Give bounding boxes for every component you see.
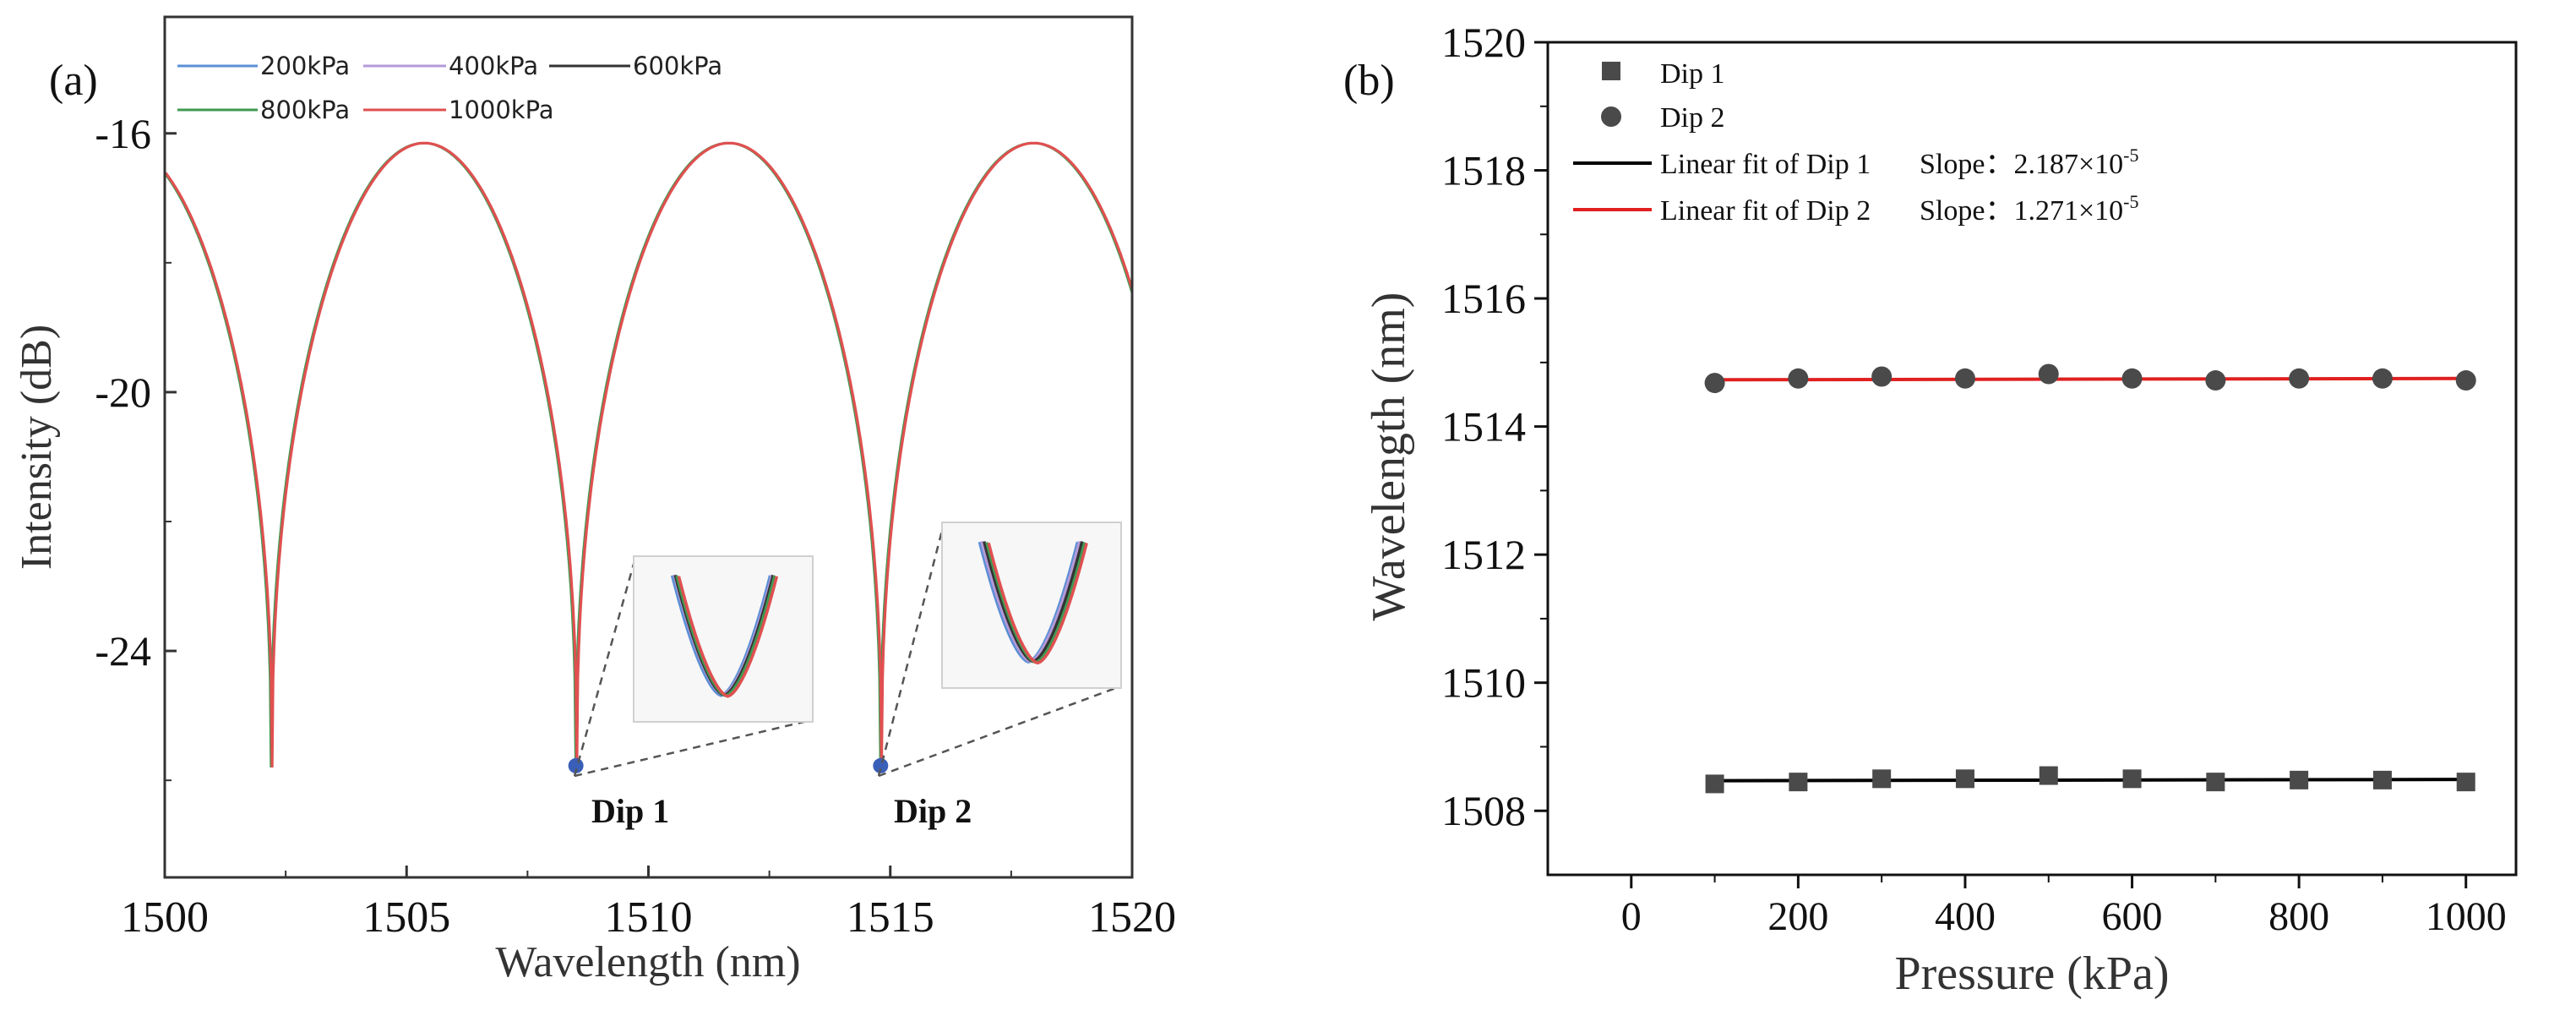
point-dip-2: [1871, 366, 1893, 387]
spectrum-lines: [165, 141, 1132, 767]
point-dip-1: [2122, 769, 2142, 789]
legend-a-label-800: 800kPa: [260, 96, 350, 124]
point-dip-1: [1872, 769, 1892, 789]
inset-dip-2: [877, 522, 1122, 778]
inset-dip-1: [573, 555, 814, 778]
point-dip-1: [2456, 773, 2475, 792]
x-tick-b-label: 200: [1767, 894, 1828, 939]
plot-a-frame: [163, 15, 1134, 879]
point-dip-2: [1788, 368, 1809, 389]
y-tick-b-label: 1520: [1441, 19, 1526, 66]
legend-b-square-marker: [1602, 62, 1620, 80]
point-dip-1: [1955, 769, 1974, 789]
x-axis-label-a: Wavelength (nm): [495, 938, 800, 986]
legend-a-label-400: 400kPa: [449, 52, 538, 80]
data-points: [1704, 363, 2476, 794]
y-tick-b-label: 1516: [1441, 275, 1526, 322]
legend-b-fit-1-slope: Slope：2.187×10-5: [1920, 145, 2138, 180]
dip-marker-2: [873, 757, 889, 773]
x-tick-b-label: 0: [1621, 894, 1642, 939]
legend-a-label-200: 200kPa: [260, 52, 350, 80]
y-tick-b-label: 1510: [1441, 659, 1526, 707]
fit-line-dip-2: [1714, 376, 2466, 382]
point-dip-1: [2206, 773, 2225, 792]
legend-a: 200kPa 400kPa 600kPa 800kPa 1000kPa: [177, 52, 722, 124]
legend-b-fit-2-label: Linear fit of Dip 2: [1660, 195, 1871, 227]
point-dip-1: [2372, 770, 2392, 789]
legend-b: Dip 1 Dip 2 Linear fit of Dip 1 Slope：2.…: [1573, 58, 2138, 227]
point-dip-2: [2455, 370, 2476, 391]
y-axis-label-b: Wavelength (nm): [1363, 292, 1415, 621]
legend-b-fit-1-label: Linear fit of Dip 1: [1660, 149, 1871, 180]
plot-a-ticks: 1500 1505 1510 1515 1520 -16 -20 -24: [95, 110, 1176, 942]
y-axis-label-a: Intensity (dB): [13, 325, 61, 570]
point-dip-1: [1705, 774, 1724, 794]
plot-b-ticks: 0 200 400 600 800 1000 1508 1510 1512 1514 1516 151…: [1441, 19, 2507, 939]
x-tick-a-label: 1510: [605, 893, 693, 942]
annotation-dip-2: Dip 2: [894, 792, 972, 830]
inset-curve-1000kPa: [987, 542, 1088, 665]
point-dip-2: [2205, 370, 2226, 391]
panel-a: (a) 1500 1505 1510 1515 1520 -16 -20 -24 200kPa…: [13, 15, 1176, 986]
point-dip-1: [2039, 766, 2058, 785]
point-dip-2: [2038, 363, 2059, 385]
inset-1-curves: [670, 574, 779, 698]
panel-b-label: (b): [1343, 57, 1395, 105]
x-tick-a-label: 1515: [847, 893, 934, 942]
plot-b-frame: [1546, 41, 2518, 877]
x-tick-a-label: 1500: [121, 893, 209, 942]
panel-a-label: (a): [49, 57, 98, 105]
point-dip-2: [2372, 368, 2393, 389]
x-tick-a-label: 1520: [1088, 893, 1176, 942]
panel-b: (b) 0 200 400 600 800 1000 1508 1510 1512 1514 151…: [1343, 19, 2518, 1000]
legend-b-dip-1: Dip 1: [1660, 58, 1725, 90]
legend-b-circle-marker: [1601, 107, 1621, 127]
spectrum-1000kPa: [165, 141, 1132, 767]
legend-b-dip-2: Dip 2: [1660, 102, 1725, 134]
point-dip-1: [1789, 773, 1808, 792]
x-tick-b-label: 400: [1935, 894, 1996, 939]
fit-line-dip-1: [1714, 778, 2466, 783]
x-tick-b-label: 600: [2102, 894, 2163, 939]
point-dip-2: [1704, 373, 1725, 394]
y-tick-b-label: 1512: [1441, 531, 1526, 578]
x-tick-b-label: 800: [2268, 894, 2329, 939]
inset-2-curves: [978, 540, 1088, 665]
x-tick-b-label: 1000: [2426, 894, 2507, 939]
dip-marker-1: [568, 757, 584, 773]
annotation-dip-1: Dip 1: [591, 792, 669, 830]
point-dip-1: [2290, 770, 2309, 789]
inset-curve-1000kPa: [677, 576, 779, 698]
y-tick-a-label: -24: [95, 627, 151, 675]
point-dip-2: [1954, 368, 1975, 389]
y-tick-a-label: -20: [95, 369, 151, 416]
legend-b-fit-2-slope: Slope：1.271×10-5: [1920, 191, 2138, 227]
point-dip-2: [2121, 368, 2143, 389]
legend-a-label-600: 600kPa: [633, 52, 722, 80]
fit-lines: [1714, 376, 2466, 783]
y-tick-a-label: -16: [95, 110, 151, 157]
x-axis-label-b: Pressure (kPa): [1894, 948, 2169, 1000]
y-tick-b-label: 1514: [1441, 403, 1526, 451]
x-tick-a-label: 1505: [362, 893, 450, 942]
legend-a-label-1000: 1000kPa: [449, 96, 554, 124]
y-tick-b-label: 1518: [1441, 147, 1526, 194]
point-dip-2: [2289, 368, 2310, 389]
y-tick-b-label: 1508: [1441, 787, 1526, 834]
dip-markers: [568, 757, 889, 773]
